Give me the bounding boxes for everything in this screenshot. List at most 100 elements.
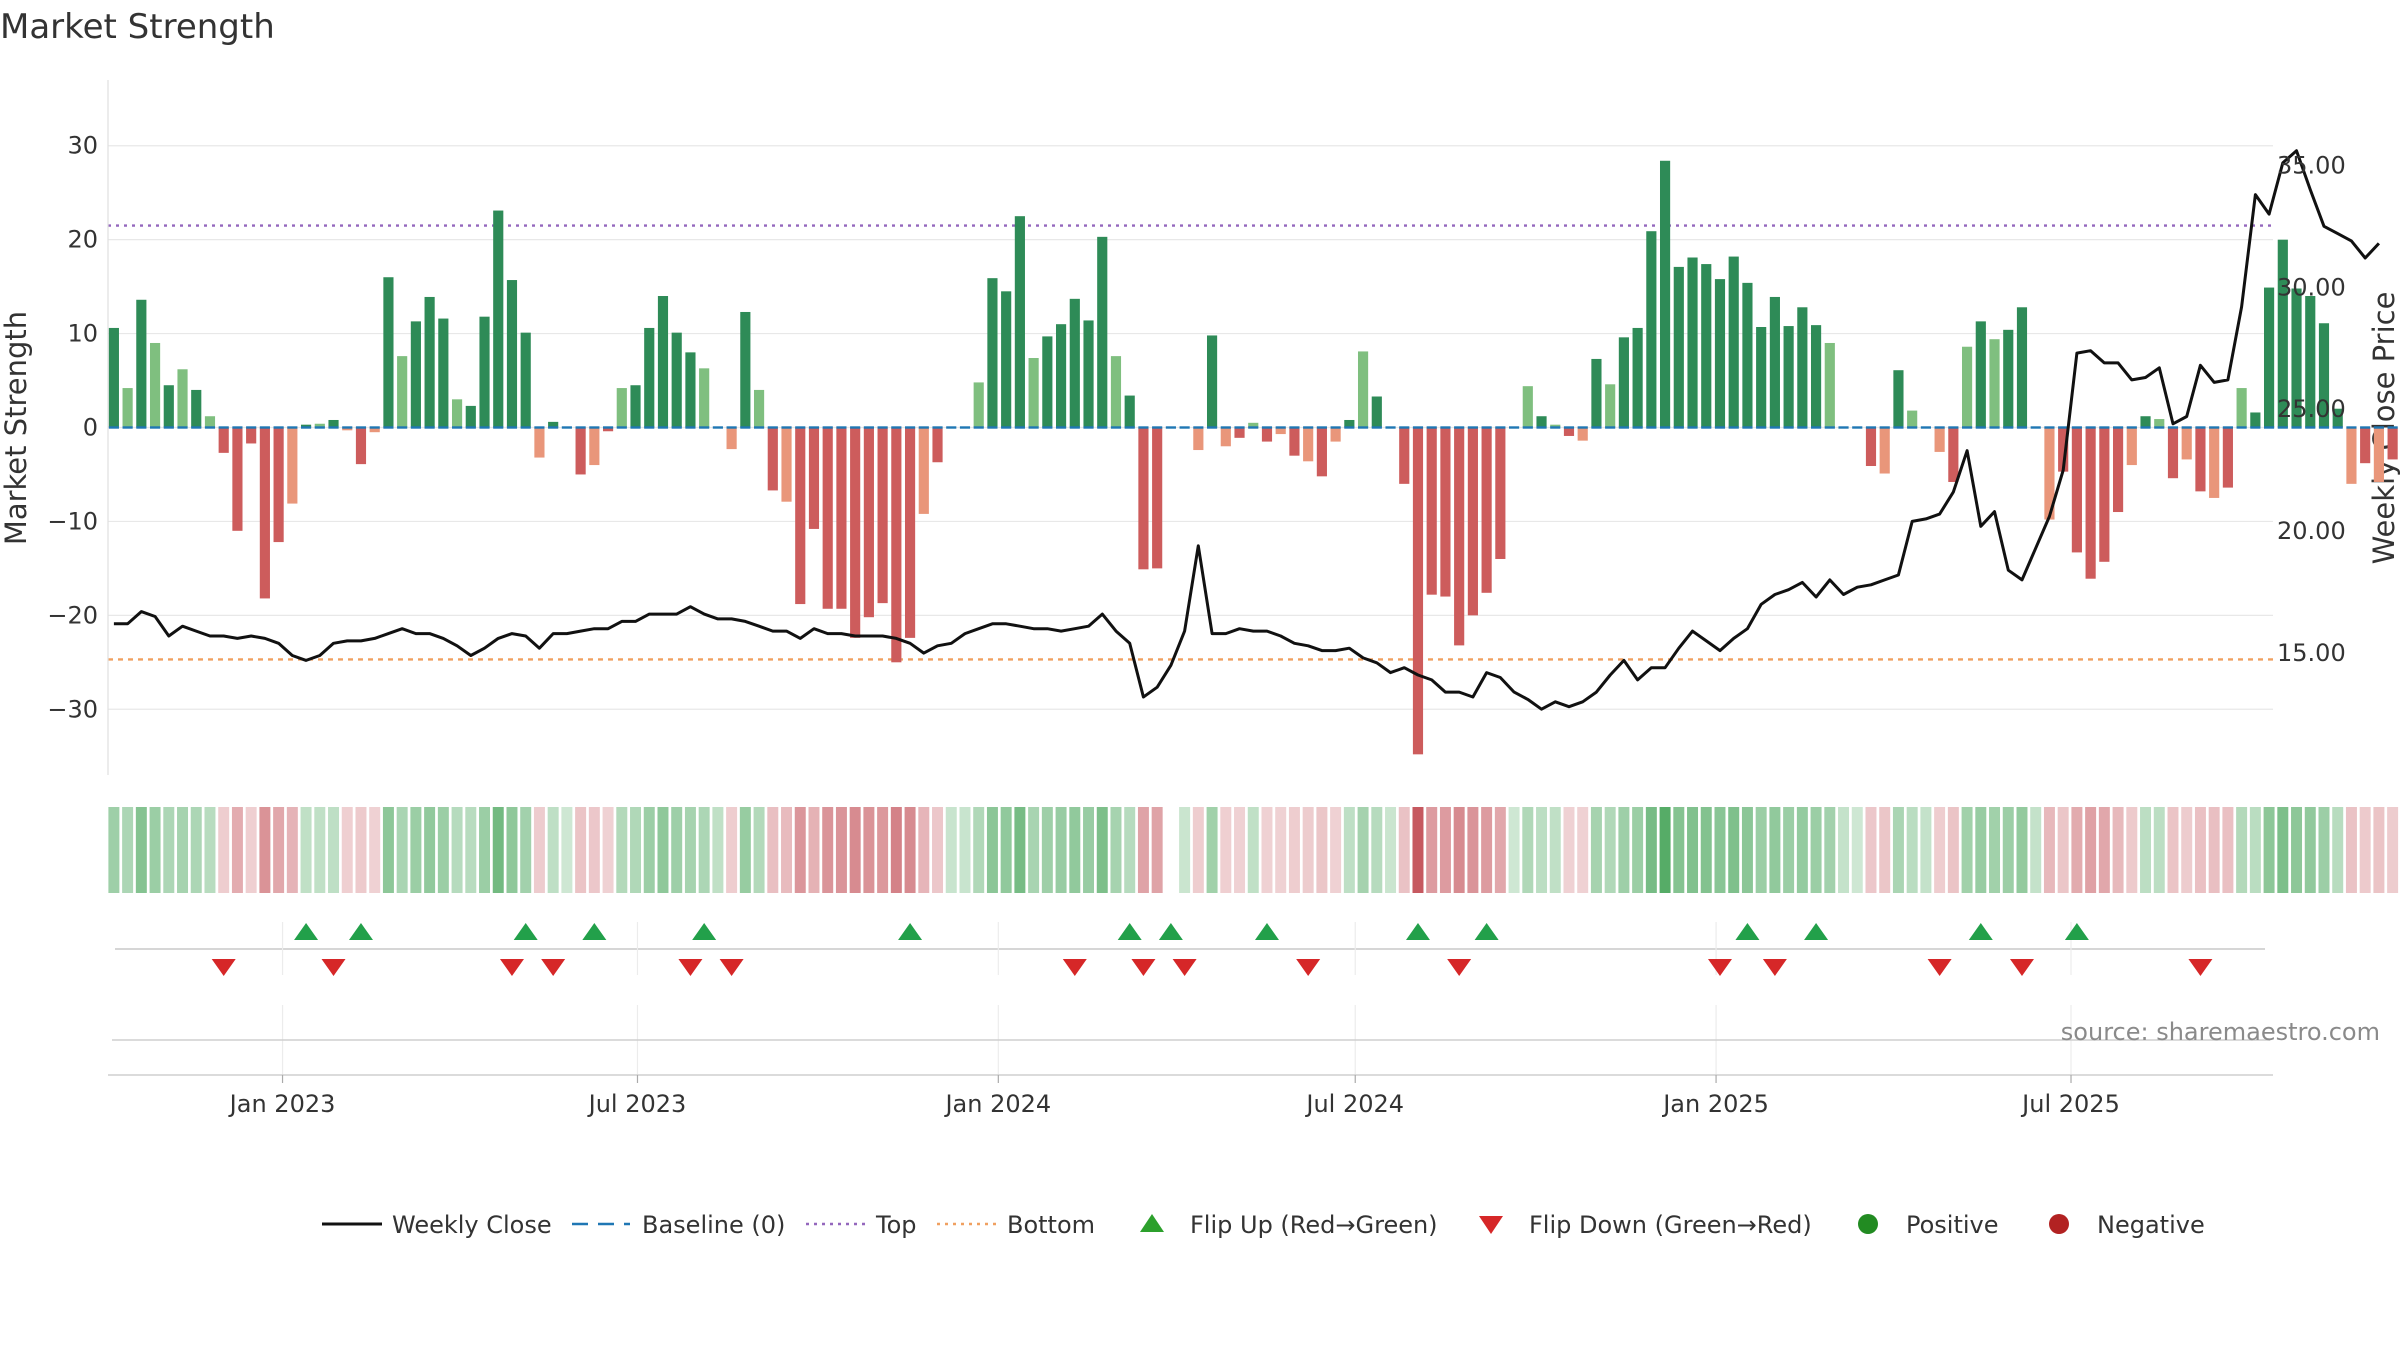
strip-cell bbox=[1645, 807, 1657, 893]
strip-cell bbox=[190, 807, 202, 893]
strip-cell bbox=[1714, 807, 1726, 893]
strength-bar bbox=[2360, 427, 2371, 464]
strip-cell bbox=[2208, 807, 2220, 893]
strip-cell bbox=[945, 807, 957, 893]
strip-cell bbox=[808, 807, 820, 893]
strip-cell bbox=[2071, 807, 2083, 893]
strength-bar bbox=[1014, 216, 1025, 428]
strip-cell bbox=[877, 807, 889, 893]
strength-bar bbox=[2373, 427, 2384, 482]
strength-bar bbox=[2016, 307, 2028, 428]
strength-bar bbox=[904, 427, 916, 638]
strength-bar bbox=[1893, 370, 1904, 428]
strength-bar bbox=[1961, 346, 1973, 428]
strip-cell bbox=[1343, 807, 1355, 893]
strip-cell bbox=[2112, 807, 2124, 893]
strip-cell bbox=[1741, 807, 1753, 893]
strength-bar bbox=[1344, 419, 1355, 428]
strength-bar bbox=[369, 427, 380, 433]
strip-cell bbox=[135, 807, 147, 893]
strip-cell bbox=[1838, 807, 1850, 893]
y-tick-label: 30 bbox=[67, 132, 98, 160]
strip-cell bbox=[1783, 807, 1795, 893]
strength-bar bbox=[548, 421, 559, 428]
flip-up-marker bbox=[1158, 923, 1183, 940]
strip-cell bbox=[575, 807, 587, 893]
strip-cell bbox=[2373, 807, 2385, 893]
flip-up-marker bbox=[1968, 923, 1993, 940]
strip-cell bbox=[1659, 807, 1671, 893]
strength-bar bbox=[191, 389, 202, 428]
strip-cell bbox=[1810, 807, 1822, 893]
strip-cell bbox=[1851, 807, 1863, 893]
strength-bar bbox=[218, 427, 229, 453]
strip-cell bbox=[2332, 807, 2344, 893]
flip-up-marker bbox=[1117, 923, 1142, 940]
strength-bar bbox=[781, 427, 792, 502]
strength-bar bbox=[1769, 296, 1780, 428]
y2-tick-label: 35.00 bbox=[2277, 151, 2346, 179]
strength-bar bbox=[671, 332, 682, 428]
chart-title: Market Strength bbox=[0, 7, 275, 47]
strip-cell bbox=[1357, 807, 1369, 893]
strip-cell bbox=[1481, 807, 1493, 893]
strength-bar bbox=[2291, 288, 2302, 428]
strength-bar bbox=[410, 321, 421, 428]
strip-cell bbox=[1206, 807, 1218, 893]
strength-bar bbox=[2387, 427, 2398, 460]
strength-bar bbox=[2126, 427, 2137, 466]
strength-bar bbox=[2071, 427, 2082, 553]
strength-bar bbox=[1646, 231, 1657, 428]
strip-cell bbox=[1137, 807, 1149, 893]
y-tick-label: −30 bbox=[47, 695, 98, 723]
strip-cell bbox=[2304, 807, 2316, 893]
strength-bar bbox=[726, 427, 737, 450]
y2-axis: 35.00 30.00 25.00 20.00 15.00 bbox=[2277, 151, 2346, 667]
strip-cell bbox=[506, 807, 518, 893]
flip-markers-panel bbox=[115, 922, 2265, 976]
strip-cell bbox=[1796, 807, 1808, 893]
strength-bar bbox=[1042, 336, 1053, 428]
strength-bar bbox=[1865, 427, 1877, 467]
strength-bar bbox=[479, 316, 490, 428]
strength-bar bbox=[2195, 427, 2206, 492]
strip-cell bbox=[890, 807, 902, 893]
strength-bar bbox=[753, 389, 765, 428]
strength-bar bbox=[204, 416, 216, 428]
strip-cell bbox=[1055, 807, 1067, 893]
flip-up-marker bbox=[294, 923, 319, 940]
flip-down-marker bbox=[1172, 959, 1197, 976]
strip-cell bbox=[1865, 807, 1877, 893]
strength-bar bbox=[1399, 427, 1410, 484]
strength-bar bbox=[2181, 427, 2192, 460]
strength-bar bbox=[1316, 427, 1327, 477]
strip-cell bbox=[1151, 807, 1163, 893]
strength-bar bbox=[1701, 264, 1712, 428]
strength-bar bbox=[451, 399, 463, 428]
flip-down-marker bbox=[499, 959, 524, 976]
flip-down-marker bbox=[2009, 959, 2034, 976]
strength-bar bbox=[1975, 321, 1986, 428]
strip-cell bbox=[1371, 807, 1383, 893]
strip-cell bbox=[1234, 807, 1246, 893]
strength-bar bbox=[685, 352, 696, 428]
strip-cell bbox=[369, 807, 381, 893]
strip-cell bbox=[1028, 807, 1040, 893]
strength-bar bbox=[2250, 412, 2261, 428]
legend-swatch-dot bbox=[2049, 1214, 2069, 1234]
strength-bar bbox=[1536, 416, 1547, 428]
strip-cell bbox=[424, 807, 436, 893]
strip-cell bbox=[588, 807, 600, 893]
strength-bar bbox=[1783, 326, 1794, 428]
strength-bar bbox=[1330, 427, 1341, 442]
strength-bar bbox=[1261, 427, 1273, 442]
flip-up-marker bbox=[1735, 923, 1760, 940]
strip-cell bbox=[1041, 807, 1053, 893]
strength-bar bbox=[506, 280, 518, 428]
flip-down-marker bbox=[541, 959, 566, 976]
strength-bar bbox=[1234, 427, 1245, 438]
strip-cell bbox=[1261, 807, 1273, 893]
strength-bar bbox=[1110, 356, 1122, 428]
x-tick-label: Jul 2024 bbox=[1304, 1090, 1404, 1118]
strength-bar bbox=[1069, 298, 1080, 428]
